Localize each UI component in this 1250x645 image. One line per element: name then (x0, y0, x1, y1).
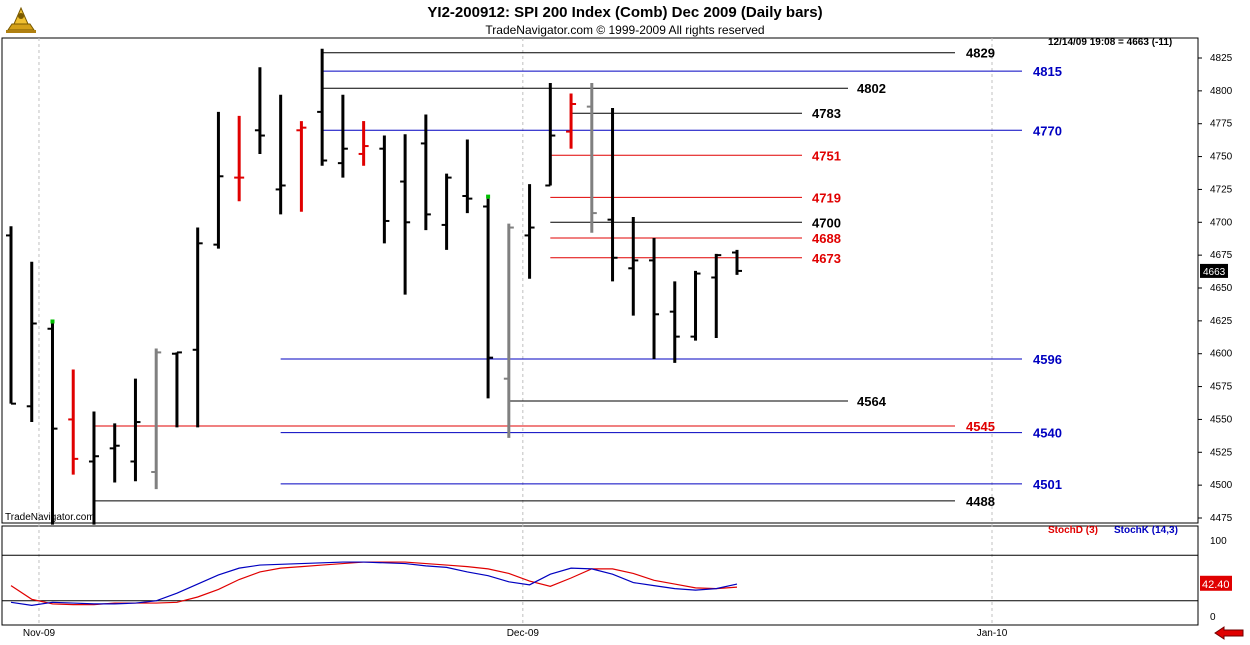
red-left-arrow-icon[interactable] (1214, 626, 1244, 640)
level-label: 4700 (812, 215, 841, 230)
level-label: 4783 (812, 106, 841, 121)
oscillator-panel-frame (1, 525, 1199, 626)
level-label: 4545 (966, 419, 995, 434)
trade-navigator-logo-icon[interactable] (4, 4, 38, 34)
price-panel-frame (1, 37, 1199, 524)
y-tick-label: 4475 (1210, 513, 1233, 524)
level-label: 4596 (1033, 352, 1062, 367)
chart-title: YI2-200912: SPI 200 Index (Comb) Dec 200… (427, 4, 823, 21)
level-label: 4770 (1033, 123, 1062, 138)
oscillator-tick-label: 100 (1210, 536, 1227, 547)
level-label: 4488 (966, 494, 995, 509)
level-label: 4719 (812, 190, 841, 205)
y-tick-label: 4775 (1210, 119, 1233, 130)
y-tick-label: 4600 (1210, 349, 1233, 360)
level-label: 4673 (812, 251, 841, 266)
y-tick-label: 4725 (1210, 184, 1233, 195)
y-tick-label: 4525 (1210, 447, 1233, 458)
legend-stochk: StochK (14,3) (1114, 525, 1178, 536)
level-label: 4802 (857, 81, 886, 96)
y-tick-label: 4550 (1210, 414, 1233, 425)
y-tick-label: 4825 (1210, 53, 1233, 64)
green-marker (486, 194, 491, 199)
level-label: 4501 (1033, 477, 1062, 492)
last-price-tag (1200, 263, 1228, 278)
level-label: 4564 (857, 394, 887, 409)
level-label: 4751 (812, 148, 841, 163)
last-price-label: 4663 (1203, 267, 1226, 278)
last-quote-readout: 12/14/09 19:08 = 4663 (-11) (1048, 37, 1173, 48)
y-tick-label: 4675 (1210, 250, 1233, 261)
oscillator-value-tag (1200, 575, 1232, 591)
level-label: 4815 (1033, 64, 1062, 79)
y-tick-label: 4500 (1210, 480, 1233, 491)
y-tick-label: 4800 (1210, 86, 1233, 97)
legend-stochd: StochD (3) (1048, 525, 1098, 536)
x-tick-label: Nov-09 (23, 628, 56, 639)
y-tick-label: 4575 (1210, 382, 1233, 393)
level-label: 4829 (966, 46, 995, 61)
oscillator-tick-label: 0 (1210, 612, 1216, 623)
level-label: 4688 (812, 231, 841, 246)
y-tick-label: 4750 (1210, 152, 1233, 163)
y-tick-label: 4625 (1210, 316, 1233, 327)
y-tick-label: 4650 (1210, 283, 1233, 294)
green-marker (50, 319, 55, 324)
oscillator-value-label: 42.40 (1202, 579, 1230, 591)
x-tick-label: Dec-09 (507, 628, 540, 639)
watermark-label: TradeNavigator.com (5, 512, 95, 523)
stochk-line (10, 561, 738, 606)
x-tick-label: Jan-10 (977, 628, 1008, 639)
level-label: 4540 (1033, 426, 1062, 441)
y-tick-label: 4700 (1210, 217, 1233, 228)
chart-subtitle: TradeNavigator.com © 1999-2009 All right… (485, 23, 765, 37)
